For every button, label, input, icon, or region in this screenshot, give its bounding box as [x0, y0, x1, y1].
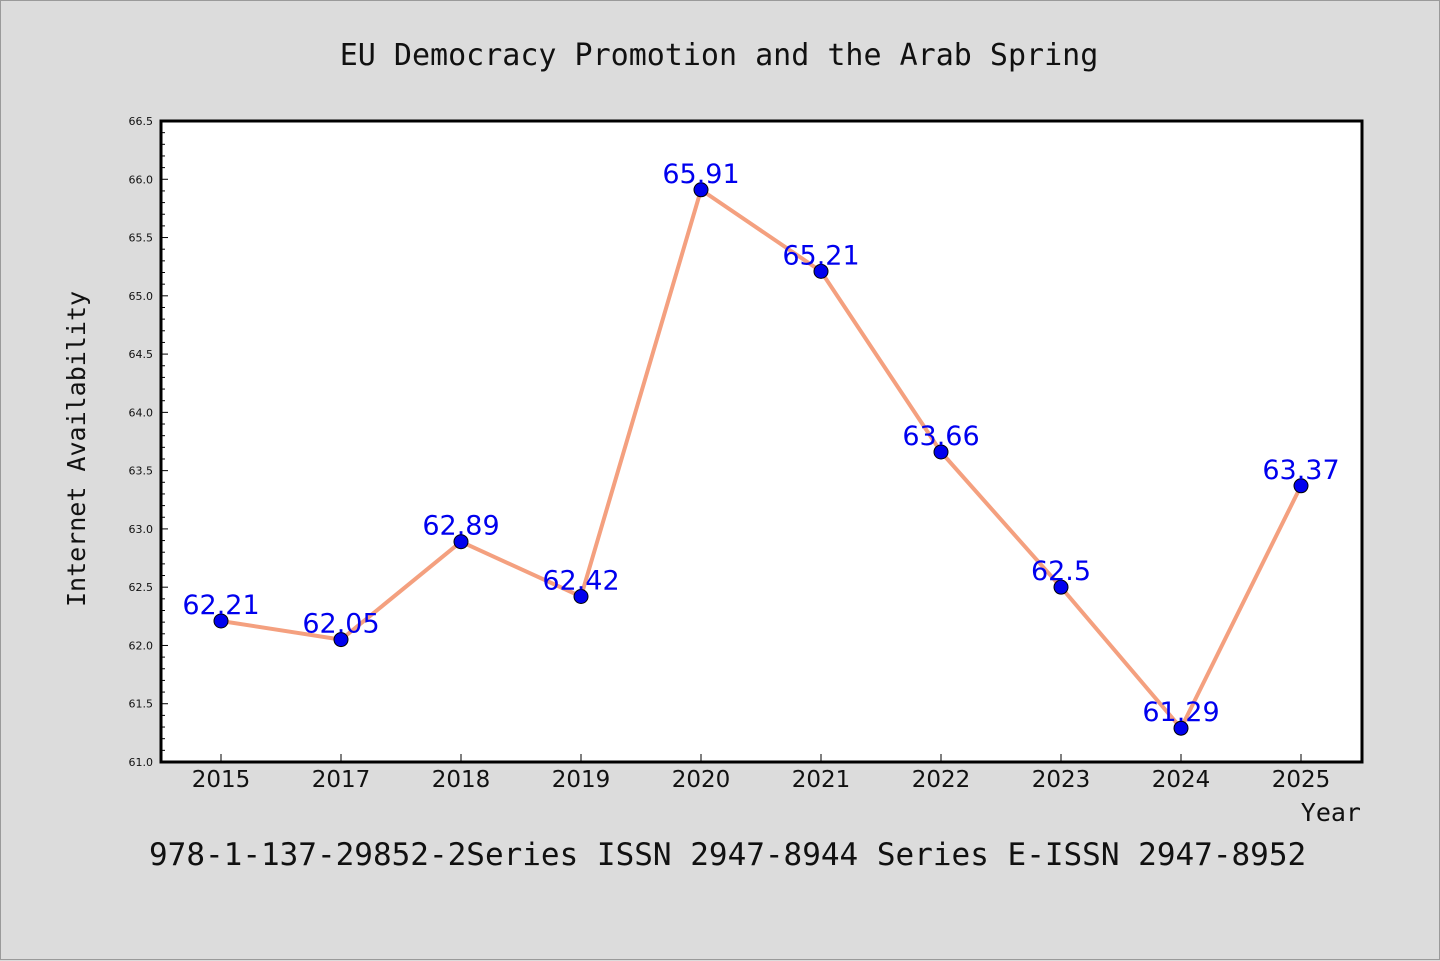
data-point	[933, 444, 949, 460]
y-tick-label: 61.5	[129, 698, 154, 711]
footer-isbn: 978-1-137-29852-2Series ISSN 2947-8944 S…	[149, 837, 1306, 873]
x-axis: 2015 2017 2018 2019 2020 2021 2022 2023 2024 2025	[192, 754, 1331, 793]
x-tick-label: 2022	[912, 767, 971, 793]
data-point	[453, 534, 469, 550]
x-tick-label: 2023	[1032, 767, 1091, 793]
y-tick-label: 63.0	[129, 523, 154, 536]
data-label: 65.91	[662, 159, 739, 190]
data-label: 61.29	[1142, 697, 1219, 728]
data-point	[573, 589, 589, 605]
data-point	[1053, 579, 1069, 595]
y-tick-label: 66.0	[129, 173, 154, 186]
series-line	[219, 187, 1303, 731]
data-label: 63.66	[902, 421, 979, 452]
plot-frame	[159, 119, 1364, 764]
data-label: 62.21	[182, 590, 259, 621]
x-tick-label: 2025	[1272, 767, 1331, 793]
data-label: 62.5	[1031, 556, 1091, 587]
y-tick-label: 62.5	[129, 581, 154, 594]
x-axis-title: Year	[1301, 798, 1361, 827]
data-label: 65.21	[782, 240, 859, 271]
y-axis-title: Internet Availability	[62, 291, 91, 607]
y-tick-label: 65.5	[129, 232, 154, 245]
y-tick-label: 66.5	[129, 115, 154, 128]
y-tick-label: 64.5	[129, 348, 154, 361]
x-tick-label: 2015	[192, 767, 251, 793]
data-label: 62.05	[302, 609, 379, 640]
y-tick-label: 64.0	[129, 406, 154, 419]
data-point	[1293, 478, 1309, 494]
x-tick-label: 2020	[672, 767, 731, 793]
data-label: 63.37	[1262, 455, 1339, 486]
data-point	[1173, 720, 1189, 736]
data-label: 62.89	[422, 511, 499, 542]
x-tick-label: 2017	[312, 767, 371, 793]
data-point	[333, 632, 349, 648]
chart-title: EU Democracy Promotion and the Arab Spri…	[340, 38, 1099, 73]
y-tick-label: 61.0	[129, 756, 154, 769]
y-tick-label: 62.0	[129, 639, 154, 652]
data-point	[813, 263, 829, 279]
data-point	[693, 182, 709, 198]
y-tick-label: 63.5	[129, 465, 154, 478]
data-point	[213, 613, 229, 629]
x-tick-label: 2024	[1152, 767, 1211, 793]
y-tick-label: 65.0	[129, 290, 154, 303]
x-tick-label: 2018	[432, 767, 491, 793]
x-tick-label: 2019	[552, 767, 611, 793]
series-layer: 62.21 62.05 62.89 62.42 65.91 65.21 63.66 62.5 6…	[182, 159, 1340, 736]
plot-area	[161, 121, 1362, 762]
x-tick-label: 2021	[792, 767, 851, 793]
data-label: 62.42	[542, 566, 619, 597]
